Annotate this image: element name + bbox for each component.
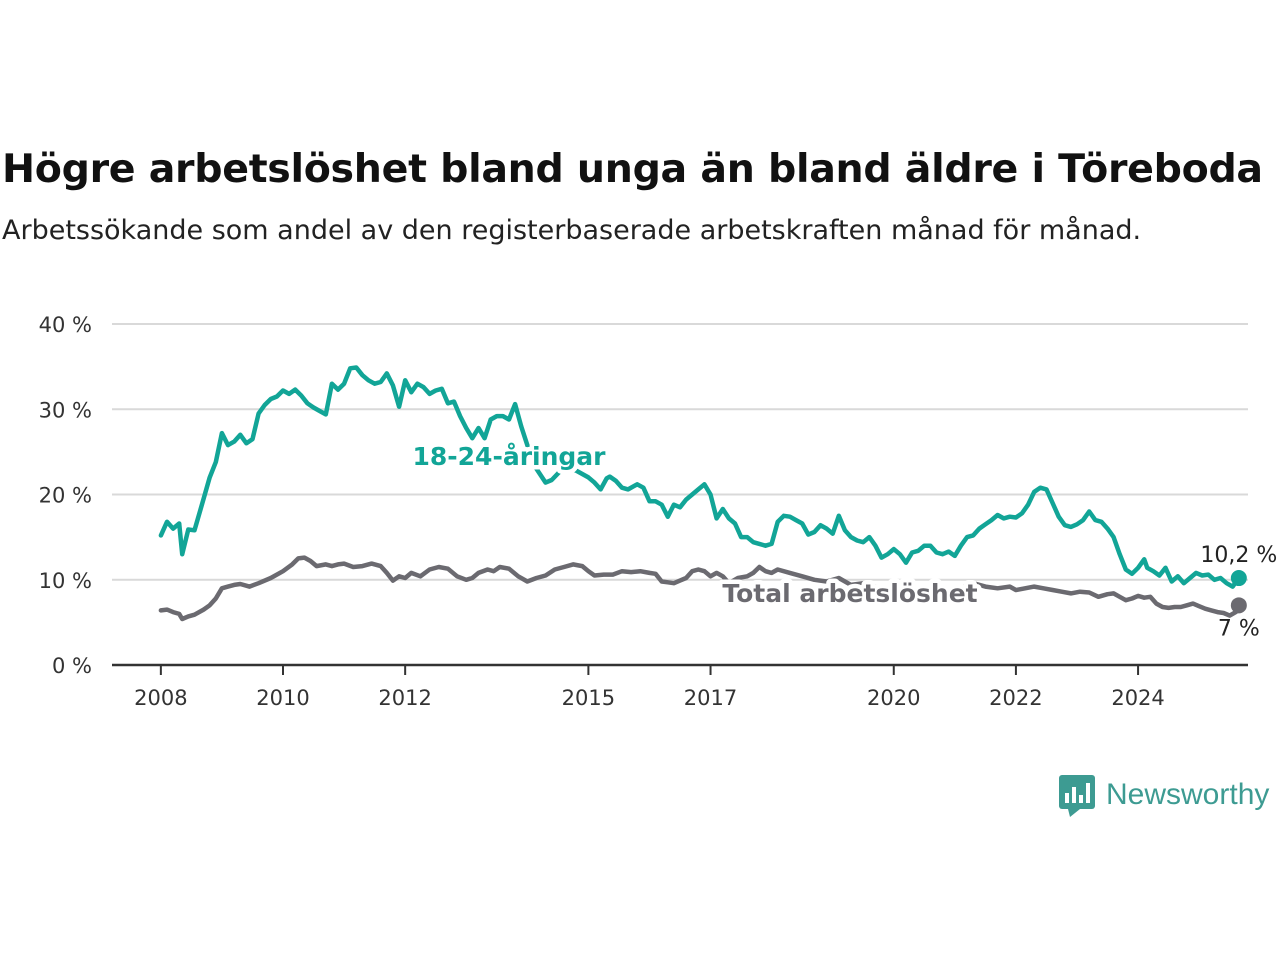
series-label-youth: 18-24-åringar xyxy=(413,442,607,471)
chart-subtitle: Arbetssökande som andel av den registerb… xyxy=(2,215,1142,246)
x-tick-label: 2020 xyxy=(867,686,920,710)
end-label-total: 7 % xyxy=(1218,616,1260,641)
end-point-youth xyxy=(1230,570,1247,587)
end-point-total xyxy=(1230,597,1247,614)
x-tick-label: 2012 xyxy=(378,686,431,710)
newsworthy-logo-icon xyxy=(1059,775,1095,817)
series-lines xyxy=(158,365,1242,622)
y-tick-label: 20 % xyxy=(39,484,92,508)
series-line-total xyxy=(158,555,1242,622)
x-tick-label: 2017 xyxy=(684,686,737,710)
chart-title: Högre arbetslöshet bland unga än bland ä… xyxy=(2,146,1263,192)
x-tick-label: 2008 xyxy=(134,686,187,710)
x-axis: 2008 2010 2012 2015 2017 2020 2022 2024 xyxy=(112,663,1248,710)
x-tick-label: 2010 xyxy=(256,686,309,710)
end-label-youth: 10,2 % xyxy=(1200,543,1277,568)
y-tick-label: 30 % xyxy=(39,398,92,422)
y-tick-label: 10 % xyxy=(39,569,92,593)
brand-name: Newsworthy xyxy=(1106,778,1270,811)
x-tick-label: 2022 xyxy=(989,686,1042,710)
line-chart: 0 % 10 % 20 % 30 % 40 % 2008 2010 2012 2015 2017… xyxy=(39,313,1278,710)
y-axis: 0 % 10 % 20 % 30 % 40 % xyxy=(39,313,92,678)
x-tick-label: 2024 xyxy=(1111,686,1164,710)
gridlines xyxy=(112,323,1248,581)
brand-logo: Newsworthy xyxy=(1058,773,1269,817)
y-tick-label: 40 % xyxy=(39,313,92,337)
x-tick-label: 2015 xyxy=(562,686,615,710)
series-label-total: Total arbetslöshet xyxy=(722,579,977,608)
series-label-youth-halo: 18-24-åringar xyxy=(413,442,607,471)
y-tick-label: 0 % xyxy=(52,654,92,678)
series-label-total-halo: Total arbetslöshet xyxy=(722,579,977,608)
series-line-youth xyxy=(158,365,1242,589)
